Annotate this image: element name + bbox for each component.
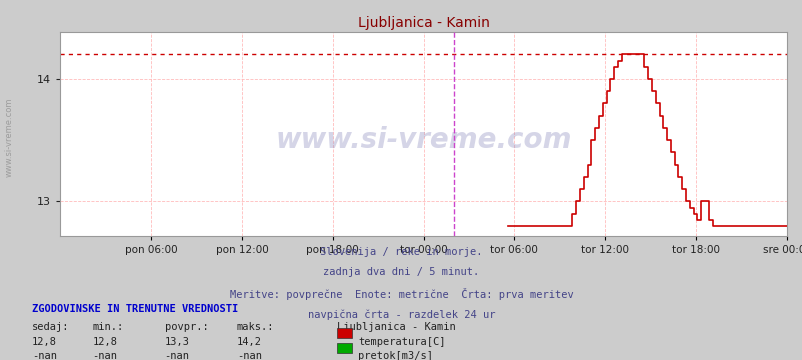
Text: zadnja dva dni / 5 minut.: zadnja dva dni / 5 minut. — [323, 267, 479, 278]
Text: 14,2: 14,2 — [237, 337, 261, 347]
Text: 12,8: 12,8 — [92, 337, 117, 347]
Text: Meritve: povprečne  Enote: metrične  Črta: prva meritev: Meritve: povprečne Enote: metrične Črta:… — [229, 288, 573, 300]
Text: 12,8: 12,8 — [32, 337, 57, 347]
Text: -nan: -nan — [237, 351, 261, 360]
Text: -nan: -nan — [92, 351, 117, 360]
Text: min.:: min.: — [92, 322, 124, 332]
Text: www.si-vreme.com: www.si-vreme.com — [275, 126, 571, 154]
Text: pretok[m3/s]: pretok[m3/s] — [358, 351, 432, 360]
Text: maks.:: maks.: — [237, 322, 274, 332]
Text: 13,3: 13,3 — [164, 337, 189, 347]
Text: -nan: -nan — [32, 351, 57, 360]
Text: www.si-vreme.com: www.si-vreme.com — [5, 97, 14, 176]
Text: navpična črta - razdelek 24 ur: navpična črta - razdelek 24 ur — [307, 309, 495, 320]
Text: ZGODOVINSKE IN TRENUTNE VREDNOSTI: ZGODOVINSKE IN TRENUTNE VREDNOSTI — [32, 304, 238, 314]
Title: Ljubljanica - Kamin: Ljubljanica - Kamin — [357, 16, 489, 30]
Text: sedaj:: sedaj: — [32, 322, 70, 332]
Text: povpr.:: povpr.: — [164, 322, 208, 332]
Text: temperatura[C]: temperatura[C] — [358, 337, 445, 347]
Text: Slovenija / reke in morje.: Slovenija / reke in morje. — [320, 247, 482, 257]
Text: Ljubljanica - Kamin: Ljubljanica - Kamin — [337, 322, 456, 332]
Text: -nan: -nan — [164, 351, 189, 360]
